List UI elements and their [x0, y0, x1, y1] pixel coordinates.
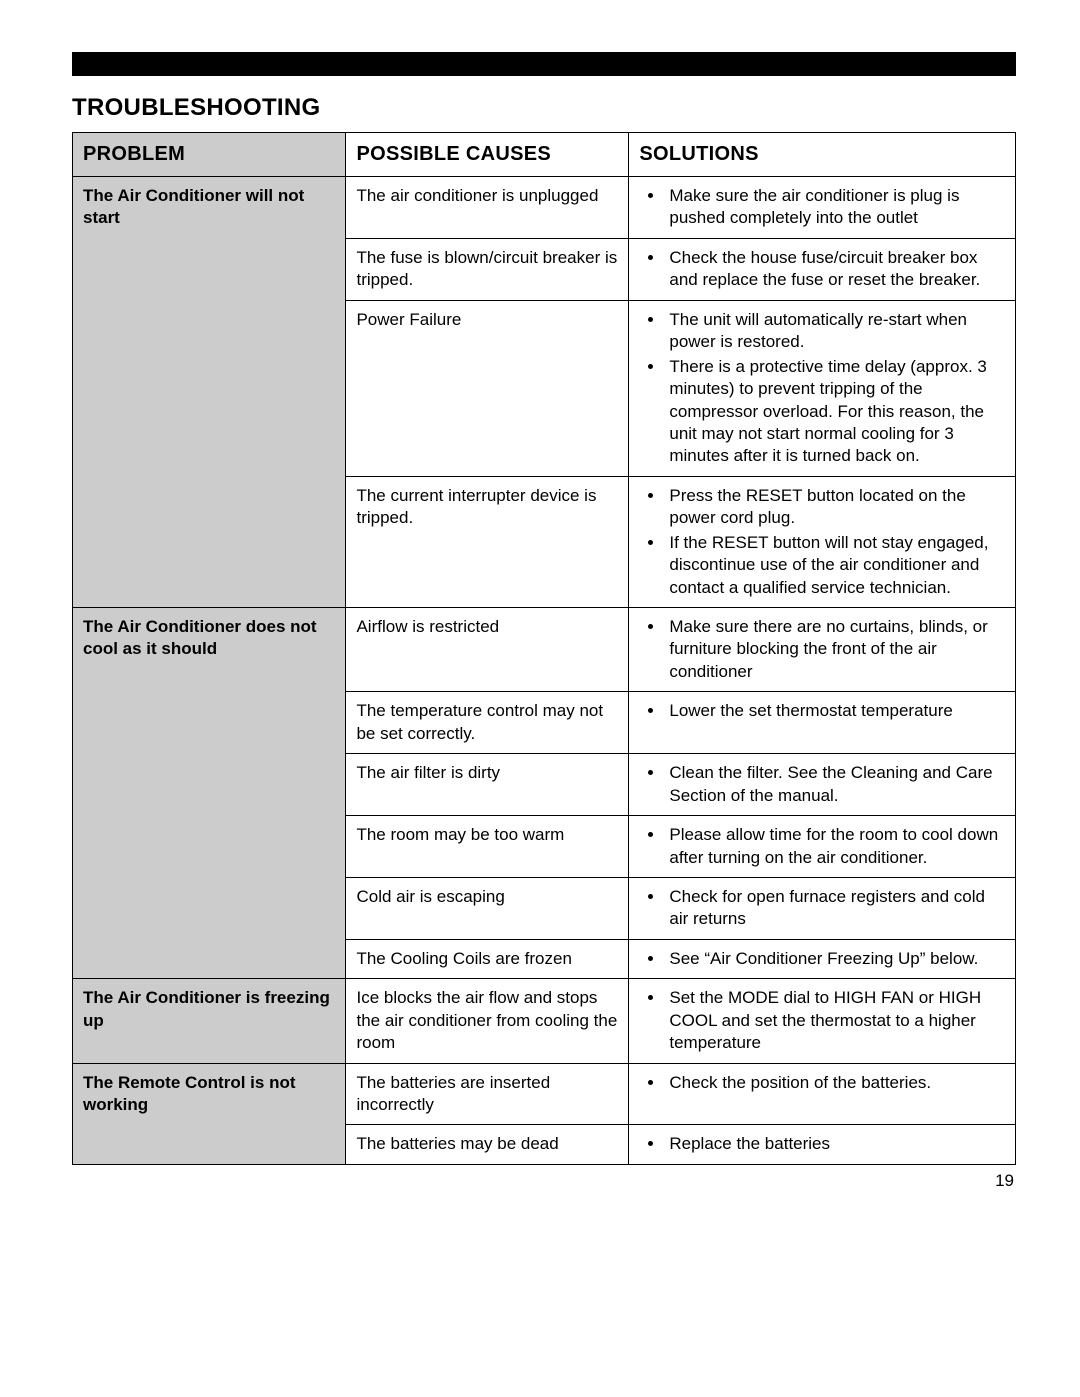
solution-list: Lower the set thermostat tempera­ture [639, 700, 1005, 722]
solution-item: The unit will automatically re-start whe… [665, 309, 1005, 354]
table-row: The Remote Control is not workingThe bat… [73, 1063, 1016, 1125]
solution-item: If the RESET button will not stay engage… [665, 532, 1005, 599]
solution-cell: Replace the batteries [629, 1125, 1016, 1164]
solution-list: The unit will automatically re-start whe… [639, 309, 1005, 468]
col-header-problem: PROBLEM [73, 133, 346, 177]
solution-list: Clean the filter. See the Cleaning and C… [639, 762, 1005, 807]
solution-item: Check the house fuse/circuit breaker box… [665, 247, 1005, 292]
solution-item: Check the position of the batteries. [665, 1072, 1005, 1094]
solution-item: Make sure there are no curtains, blinds,… [665, 616, 1005, 683]
section-title: TROUBLESHOOTING [72, 94, 1016, 122]
solution-item: There is a protective time delay (approx… [665, 356, 1005, 468]
cause-cell: The air conditioner is unplugged [346, 177, 629, 239]
solution-list: Make sure there are no curtains, blinds,… [639, 616, 1005, 683]
solution-list: Make sure the air conditioner is plug is… [639, 185, 1005, 230]
solution-cell: Make sure the air conditioner is plug is… [629, 177, 1016, 239]
solution-list: Check for open furnace registers and col… [639, 886, 1005, 931]
cause-cell: The Cooling Coils are frozen [346, 939, 629, 978]
solution-cell: Check for open furnace registers and col… [629, 877, 1016, 939]
cause-cell: The air filter is dirty [346, 754, 629, 816]
solution-item: Clean the filter. See the Cleaning and C… [665, 762, 1005, 807]
table-row: The Air Conditioner does not cool as it … [73, 608, 1016, 692]
col-header-causes: POSSIBLE CAUSES [346, 133, 629, 177]
solution-list: See “Air Conditioner Freezing Up” below. [639, 948, 1005, 970]
solution-list: Set the MODE dial to HIGH FAN or HIGH CO… [639, 987, 1005, 1054]
solution-cell: Make sure there are no curtains, blinds,… [629, 608, 1016, 692]
solution-item: Lower the set thermostat tempera­ture [665, 700, 1005, 722]
solution-cell: Check the house fuse/circuit breaker box… [629, 238, 1016, 300]
header-black-bar [72, 52, 1016, 76]
cause-cell: Power Failure [346, 300, 629, 476]
table-header-row: PROBLEM POSSIBLE CAUSES SOLUTIONS [73, 133, 1016, 177]
cause-cell: The room may be too warm [346, 816, 629, 878]
solution-cell: The unit will automatically re-start whe… [629, 300, 1016, 476]
solution-cell: See “Air Conditioner Freezing Up” below. [629, 939, 1016, 978]
solution-item: Make sure the air conditioner is plug is… [665, 185, 1005, 230]
col-header-solutions: SOLUTIONS [629, 133, 1016, 177]
troubleshooting-table: PROBLEM POSSIBLE CAUSES SOLUTIONS The Ai… [72, 132, 1016, 1165]
solution-item: Press the RESET button located on the po… [665, 485, 1005, 530]
cause-cell: The fuse is blown/circuit breaker is tri… [346, 238, 629, 300]
problem-cell: The Air Conditioner is freezing up [73, 979, 346, 1063]
solution-list: Check the position of the batteries. [639, 1072, 1005, 1094]
cause-cell: The current interrupter device is trippe… [346, 476, 629, 607]
cause-cell: Cold air is escaping [346, 877, 629, 939]
page-container: TROUBLESHOOTING PROBLEM POSSIBLE CAUSES … [0, 0, 1080, 1231]
cause-cell: The batteries may be dead [346, 1125, 629, 1164]
solution-cell: Lower the set thermostat tempera­ture [629, 692, 1016, 754]
cause-cell: The temperature control may not be set c… [346, 692, 629, 754]
problem-cell: The Air Conditioner will not start [73, 177, 346, 608]
page-number: 19 [72, 1171, 1016, 1191]
solution-cell: Clean the filter. See the Cleaning and C… [629, 754, 1016, 816]
solution-cell: Please allow time for the room to cool d… [629, 816, 1016, 878]
solution-cell: Set the MODE dial to HIGH FAN or HIGH CO… [629, 979, 1016, 1063]
problem-cell: The Air Conditioner does not cool as it … [73, 608, 346, 979]
table-row: The Air Conditioner is freezing upIce bl… [73, 979, 1016, 1063]
solution-cell: Check the position of the batteries. [629, 1063, 1016, 1125]
solution-item: Replace the batteries [665, 1133, 1005, 1155]
table-row: The Air Conditioner will not startThe ai… [73, 177, 1016, 239]
solution-list: Replace the batteries [639, 1133, 1005, 1155]
solution-list: Press the RESET button located on the po… [639, 485, 1005, 599]
cause-cell: The batteries are inserted incorrectly [346, 1063, 629, 1125]
solution-item: See “Air Conditioner Freezing Up” below. [665, 948, 1005, 970]
solution-cell: Press the RESET button located on the po… [629, 476, 1016, 607]
solution-item: Check for open furnace registers and col… [665, 886, 1005, 931]
cause-cell: Ice blocks the air flow and stops the ai… [346, 979, 629, 1063]
cause-cell: Airflow is restricted [346, 608, 629, 692]
problem-cell: The Remote Control is not working [73, 1063, 346, 1164]
solution-list: Check the house fuse/circuit breaker box… [639, 247, 1005, 292]
solution-item: Set the MODE dial to HIGH FAN or HIGH CO… [665, 987, 1005, 1054]
solution-item: Please allow time for the room to cool d… [665, 824, 1005, 869]
solution-list: Please allow time for the room to cool d… [639, 824, 1005, 869]
